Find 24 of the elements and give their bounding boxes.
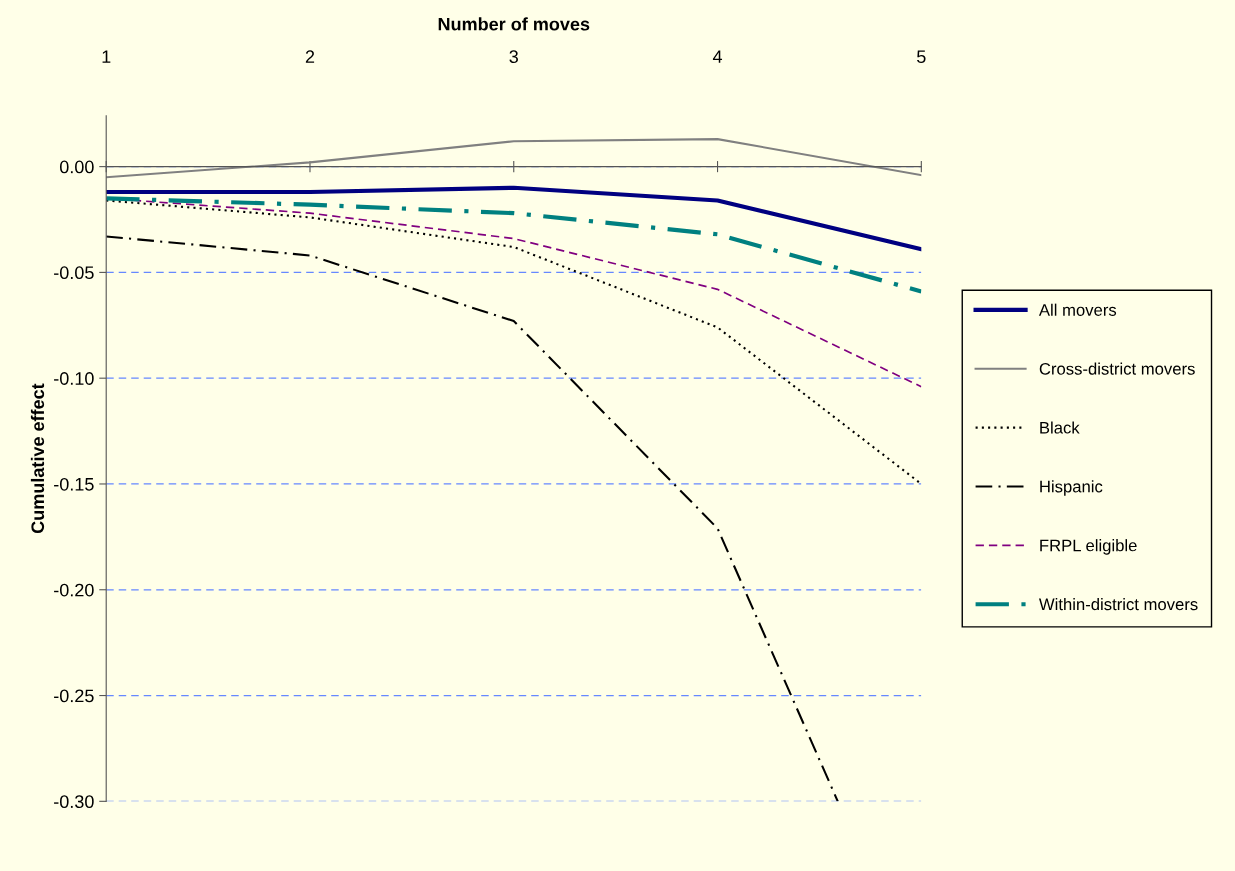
x-tick-label: 2 [305,50,315,63]
legend-label: Within-district movers [1038,597,1198,611]
x-tick-label: 1 [102,50,111,63]
y-tick-label: -0.30 [54,795,94,809]
line-series [106,235,839,802]
line-series [106,196,922,294]
x-tick-label: 5 [917,50,926,64]
legend-label: Hispanic [1040,480,1103,496]
x-tick-label: 3 [509,50,518,64]
legend-label: Cross-district movers [1039,362,1195,375]
line-series [106,185,922,252]
line-series [106,199,922,486]
y-axis-title: Cumulative effect [30,383,45,534]
y-tick-label: -0.25 [54,689,94,703]
legend-label: FRPL eligible [1040,539,1137,555]
y-tick-label: -0.20 [54,583,94,597]
y-tick-label: 0.00 [59,160,94,174]
y-tick-label: -0.05 [54,266,94,280]
legend-label: Black [1040,421,1080,434]
y-tick-label: -0.15 [54,477,94,491]
x-tick-label: 4 [712,50,723,63]
y-tick-label: -0.10 [54,372,94,385]
x-axis-title: Number of moves [438,17,590,31]
legend-label: All movers [1038,303,1117,316]
